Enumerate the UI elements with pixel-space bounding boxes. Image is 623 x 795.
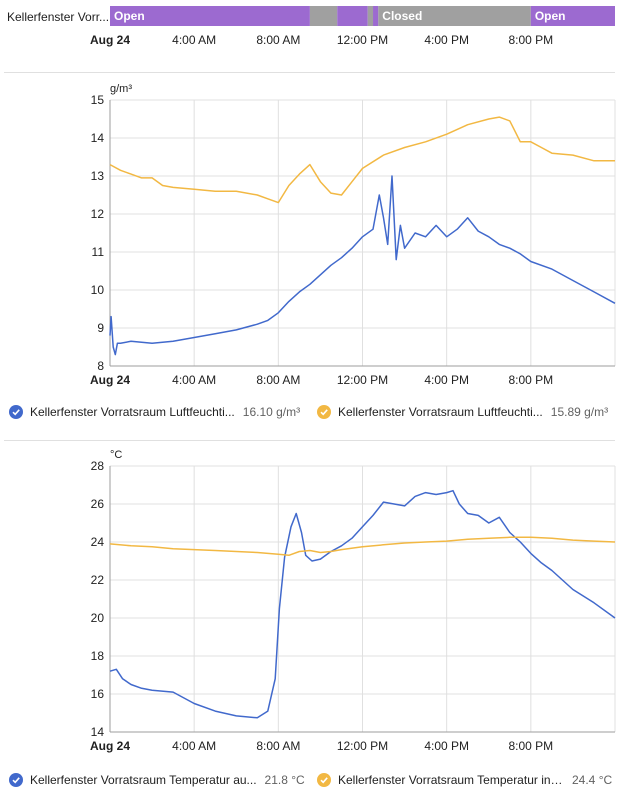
x-tick-label: 4:00 AM xyxy=(172,373,216,387)
y-tick-label: 11 xyxy=(92,245,105,259)
temperature-chart: °C 14 16 18 20 22 24 26 28 Aug 24 4:00 AM 8:00 AM 12… xyxy=(0,440,623,795)
check-icon xyxy=(317,405,331,419)
x-tick-label: 4:00 AM xyxy=(172,739,216,753)
divider xyxy=(4,440,615,441)
y-tick-label: 26 xyxy=(91,497,105,511)
x-tick-label: 8:00 PM xyxy=(508,739,553,753)
y-tick-label: 28 xyxy=(91,459,105,473)
legend-item-humidity-outside[interactable]: Kellerfenster Vorratsraum Luftfeuchti...… xyxy=(9,401,300,423)
series-line-1[interactable] xyxy=(109,116,615,204)
timeline-segment-on[interactable] xyxy=(110,6,310,26)
legend-current-value: 24.4 °C xyxy=(572,773,613,787)
timeline-segment-off[interactable] xyxy=(367,6,374,26)
timeline-segment-off[interactable] xyxy=(309,6,338,26)
timeline-segment-on[interactable] xyxy=(337,6,368,26)
x-tick-label: 8:00 AM xyxy=(256,373,300,387)
timeline-x-tick-label: 8:00 PM xyxy=(508,33,553,47)
divider xyxy=(4,72,615,73)
legend-current-value: 16.10 g/m³ xyxy=(242,405,301,419)
y-tick-label: 14 xyxy=(91,131,105,145)
y-tick-label: 22 xyxy=(91,573,105,587)
x-tick-label: 8:00 AM xyxy=(256,739,300,753)
y-tick-label: 20 xyxy=(91,611,105,625)
y-tick-label: 18 xyxy=(91,649,105,663)
y-tick-label: 15 xyxy=(91,93,105,107)
legend-series-name: Kellerfenster Vorratsraum Luftfeuchti... xyxy=(338,405,543,419)
x-tick-label: Aug 24 xyxy=(90,373,130,387)
y-tick-label: 13 xyxy=(91,169,105,183)
legend-series-name: Kellerfenster Vorratsraum Temperatur inn… xyxy=(338,773,564,787)
timeline-segment-off[interactable] xyxy=(378,6,531,26)
y-tick-label: 16 xyxy=(91,687,105,701)
y-tick-label: 10 xyxy=(91,283,105,297)
temperature-chart-svg: °C 14 16 18 20 22 24 26 28 Aug 24 4:00 AM 8:00 AM 12… xyxy=(90,449,616,753)
legend-item-temp-inside[interactable]: Kellerfenster Vorratsraum Temperatur inn… xyxy=(317,769,612,791)
series-line-1[interactable] xyxy=(109,536,616,557)
check-icon xyxy=(9,405,23,419)
timeline-x-tick-label: Aug 24 xyxy=(90,33,130,47)
check-icon xyxy=(9,773,23,787)
timeline-x-tick-label: 4:00 PM xyxy=(424,33,469,47)
humidity-legend: Kellerfenster Vorratsraum Luftfeuchti...… xyxy=(0,401,623,423)
timeline-segment-label: Closed xyxy=(382,9,422,23)
y-tick-label: 8 xyxy=(97,359,104,373)
timeline-entity-label: Kellerfenster Vorr... xyxy=(7,10,109,24)
timeline-segment-on[interactable] xyxy=(530,6,615,26)
y-tick-label: 14 xyxy=(91,725,105,739)
state-timeline: Kellerfenster Vorr... Open Closed Open Aug 2… xyxy=(0,0,623,60)
y-axis-unit-label: g/m³ xyxy=(110,83,132,95)
timeline-segment-label: Open xyxy=(114,9,145,23)
timeline-x-tick-label: 4:00 AM xyxy=(172,33,216,47)
x-tick-label: 4:00 PM xyxy=(424,739,469,753)
legend-series-name: Kellerfenster Vorratsraum Luftfeuchti... xyxy=(30,405,235,419)
temperature-legend: Kellerfenster Vorratsraum Temperatur au.… xyxy=(0,769,623,791)
x-tick-label: 12:00 PM xyxy=(337,373,388,387)
y-axis-unit-label: °C xyxy=(110,449,122,461)
x-tick-label: 4:00 PM xyxy=(424,373,469,387)
timeline-segment-on[interactable] xyxy=(373,6,379,26)
legend-item-temp-outside[interactable]: Kellerfenster Vorratsraum Temperatur au.… xyxy=(9,769,305,791)
y-tick-label: 12 xyxy=(91,207,105,221)
y-tick-label: 9 xyxy=(97,321,104,335)
y-tick-label: 24 xyxy=(91,535,105,549)
timeline-segment-label: Open xyxy=(535,9,566,23)
legend-series-name: Kellerfenster Vorratsraum Temperatur au.… xyxy=(30,773,257,787)
legend-current-value: 15.89 g/m³ xyxy=(550,405,609,419)
series-line-0[interactable] xyxy=(109,175,616,356)
legend-current-value: 21.8 °C xyxy=(264,773,305,787)
series-line-0[interactable] xyxy=(109,489,616,719)
legend-item-humidity-inside[interactable]: Kellerfenster Vorratsraum Luftfeuchti...… xyxy=(317,401,608,423)
x-tick-label: 12:00 PM xyxy=(337,739,388,753)
humidity-chart-svg: g/m³ 8 9 10 11 12 13 14 15 Aug 24 4:00 AM 8:00 AM 12… xyxy=(90,83,616,387)
x-tick-label: 8:00 PM xyxy=(508,373,553,387)
timeline-svg: Kellerfenster Vorr... Open Closed Open Aug 2… xyxy=(7,6,615,47)
humidity-chart: g/m³ 8 9 10 11 12 13 14 15 Aug 24 4:00 AM 8:00 AM 12… xyxy=(0,74,623,430)
x-tick-label: Aug 24 xyxy=(90,739,130,753)
check-icon xyxy=(317,773,331,787)
timeline-x-tick-label: 8:00 AM xyxy=(256,33,300,47)
timeline-x-tick-label: 12:00 PM xyxy=(337,33,388,47)
